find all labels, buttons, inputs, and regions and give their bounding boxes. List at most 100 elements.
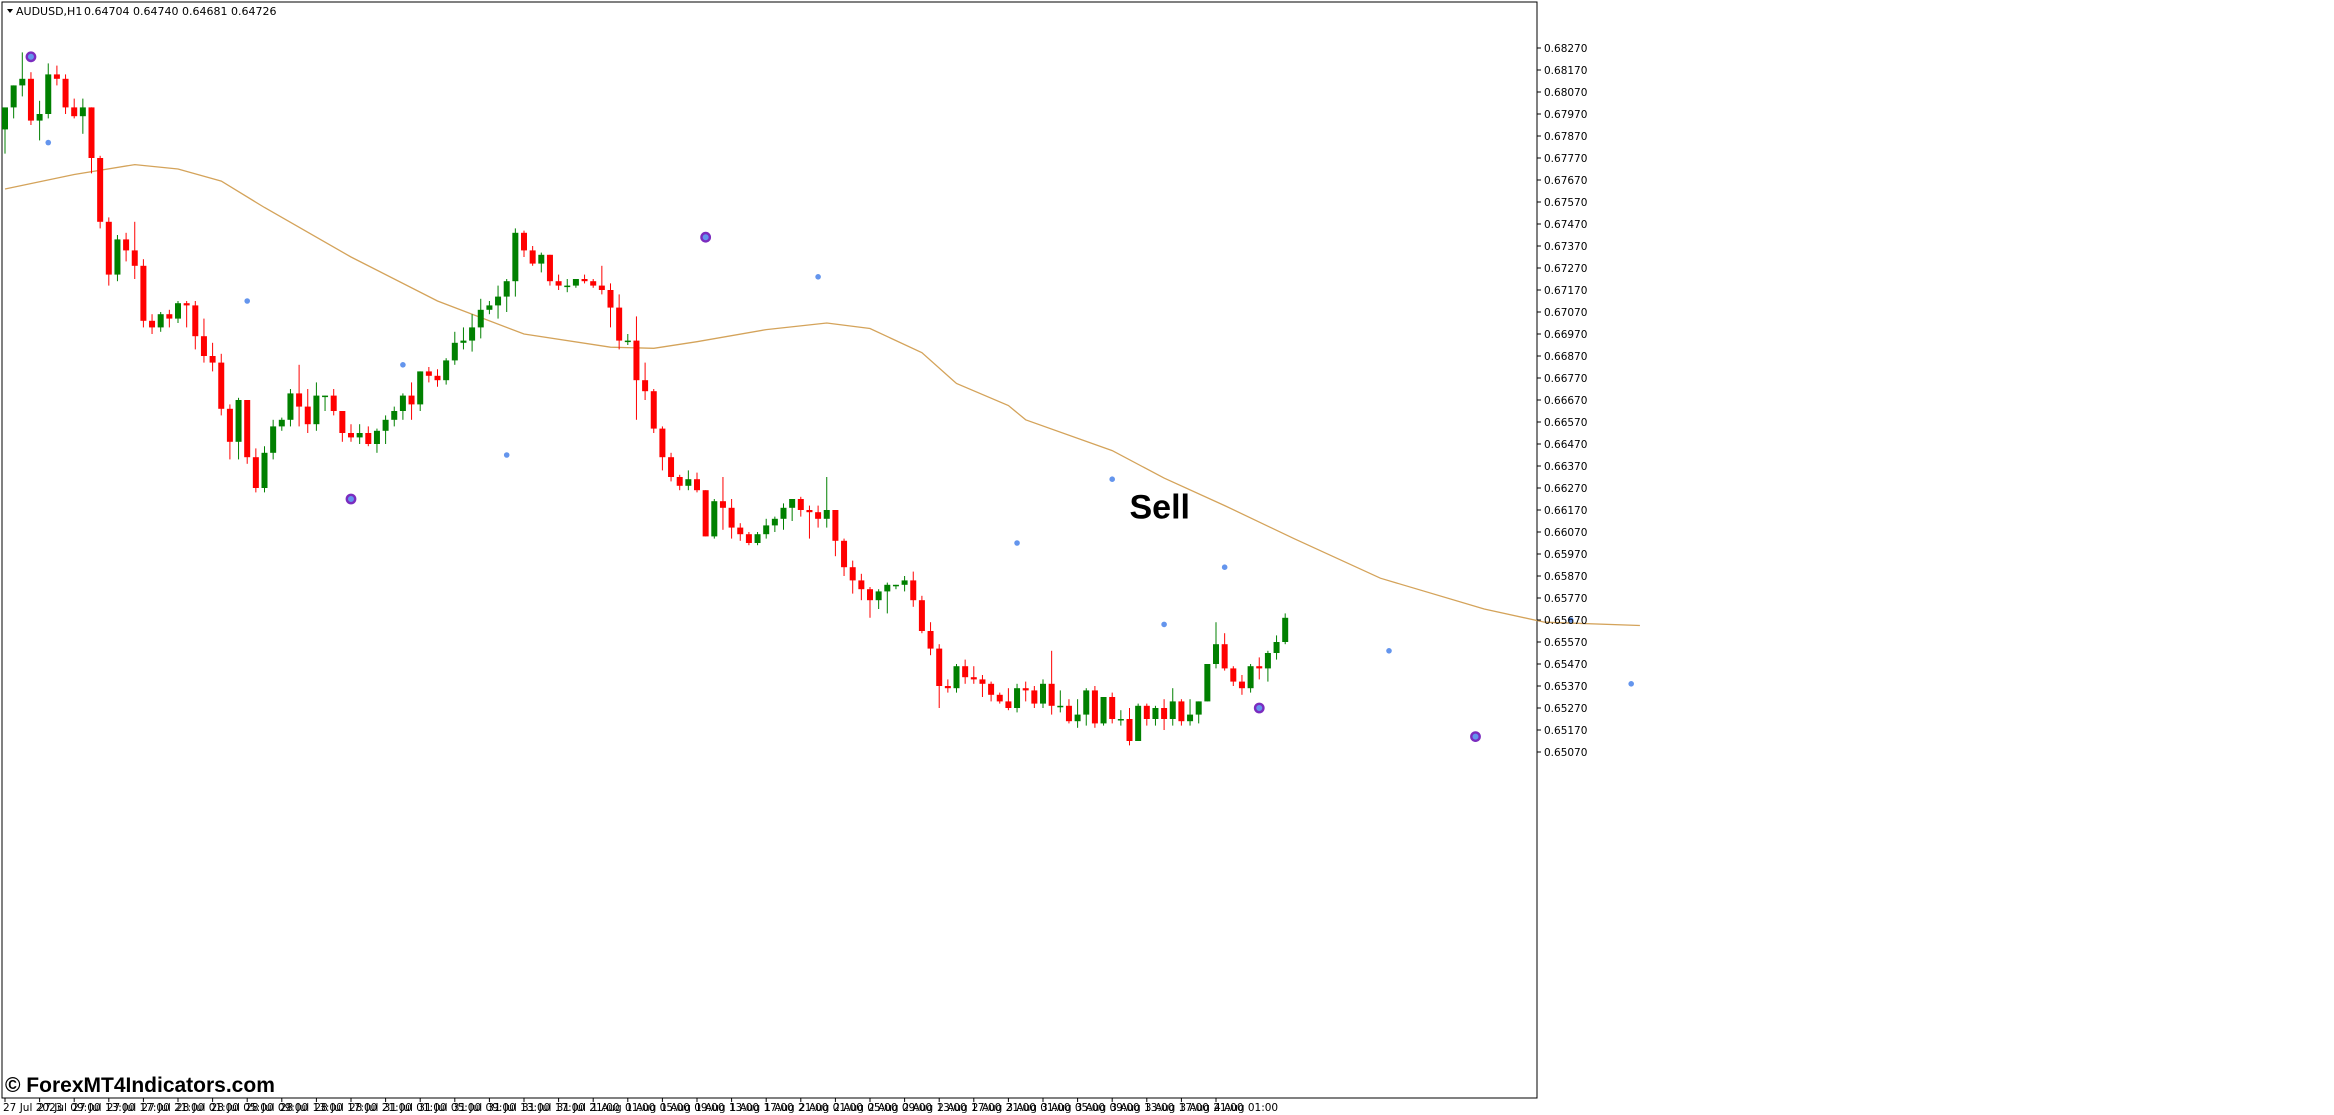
candle-body <box>175 303 181 319</box>
candle-body <box>668 457 675 477</box>
bull-candle <box>451 331 458 365</box>
bull-candle <box>235 397 242 460</box>
bear-candle <box>339 411 346 442</box>
candle-body <box>373 430 380 444</box>
bull-candle <box>892 584 899 590</box>
price-tick-label: 0.67270 <box>1544 263 1587 275</box>
bull-candle <box>313 382 320 431</box>
bull-candle <box>789 499 796 521</box>
bear-candle <box>1230 666 1237 686</box>
bear-candle <box>1221 633 1228 671</box>
time-tick-label: 2 Aug 01:00 <box>799 1102 863 1114</box>
candle-body <box>1109 697 1116 719</box>
candle-body <box>633 340 640 381</box>
price-tick-label: 0.65470 <box>1544 659 1587 671</box>
price-tick-label: 0.65570 <box>1544 637 1587 649</box>
price-tick-label: 0.66370 <box>1544 461 1587 473</box>
candle-body <box>149 320 156 328</box>
time-tick-label: 28 Jul 05:00 <box>211 1102 274 1114</box>
bear-candle <box>97 155 104 229</box>
bull-candle <box>373 428 380 453</box>
candle-body <box>200 336 207 356</box>
key-swing-dot <box>700 231 712 243</box>
swing-low-marker <box>45 139 52 146</box>
bear-candle <box>521 230 527 257</box>
candle-body <box>382 419 389 431</box>
candle-body <box>296 393 303 407</box>
candle-body <box>79 107 86 117</box>
bear-candle <box>1005 688 1012 711</box>
bull-candle <box>1074 699 1081 728</box>
price-tick-label: 0.65070 <box>1544 747 1587 759</box>
bull-candle <box>1135 703 1142 741</box>
candle-body <box>841 540 848 568</box>
candle-body <box>996 694 1003 702</box>
candle-body <box>503 281 510 297</box>
bull-candle <box>884 582 891 614</box>
time-tick-label: 3 Aug 21:00 <box>1179 1102 1243 1114</box>
candle-body <box>1187 714 1194 722</box>
price-tick-label: 0.68070 <box>1544 87 1587 99</box>
bear-candle <box>581 274 588 284</box>
candle-body <box>962 666 969 678</box>
candles-layer <box>2 52 1289 746</box>
candle-body <box>226 408 233 442</box>
time-tick-label: 2 Aug 21:00 <box>972 1102 1036 1114</box>
time-tick-label: 2 Aug 17:00 <box>937 1102 1001 1114</box>
bull-candle <box>572 279 579 288</box>
time-tick-label: 2 Aug 13:00 <box>903 1102 967 1114</box>
candle-body <box>62 78 69 108</box>
candle-body <box>1065 705 1072 722</box>
bull-candle <box>875 589 882 609</box>
bear-candle <box>1178 699 1185 726</box>
candle-body <box>36 114 43 121</box>
price-tick-label: 0.66070 <box>1544 527 1587 539</box>
candle-body <box>1048 683 1055 706</box>
candle-body <box>53 74 60 79</box>
bear-candle <box>192 301 199 350</box>
swing-dot <box>1014 540 1020 546</box>
candle-body <box>936 648 943 686</box>
bull-candle <box>685 470 692 491</box>
bull-candle <box>1040 679 1046 708</box>
bull-candle <box>1169 688 1176 726</box>
bull-candle <box>1083 688 1090 726</box>
chart-menu-arrow-icon[interactable] <box>7 9 13 13</box>
candle-body <box>252 457 259 488</box>
bear-candle <box>1161 699 1168 730</box>
bull-candle <box>763 518 770 539</box>
candle-body <box>1195 701 1202 715</box>
candle-body <box>27 78 34 121</box>
price-tick-label: 0.67570 <box>1544 197 1587 209</box>
time-tick-label: 1 Aug 21:00 <box>764 1102 828 1114</box>
bull-candle <box>460 327 467 350</box>
candle-body <box>685 479 692 486</box>
candle-body <box>209 356 216 363</box>
price-tick-label: 0.65370 <box>1544 681 1587 693</box>
bear-candle <box>330 389 337 416</box>
bull-candle <box>495 285 502 319</box>
bear-candle <box>832 510 839 557</box>
time-tick-label: 27 Jul 13:00 <box>72 1102 135 1114</box>
bull-candle <box>823 477 830 528</box>
bear-candle <box>702 490 709 537</box>
price-tick-label: 0.65170 <box>1544 725 1587 737</box>
candle-body <box>1256 666 1263 669</box>
bull-candle <box>469 314 476 352</box>
candle-body <box>391 411 398 420</box>
time-tick-label: 28 Jul 17:00 <box>314 1102 377 1114</box>
candle-body <box>1152 708 1159 719</box>
time-tick-label: 1 Aug 01:00 <box>591 1102 655 1114</box>
swing-dot <box>815 274 821 280</box>
candle-body <box>270 426 277 453</box>
bull-candle <box>287 389 294 427</box>
swing-dot <box>244 298 250 304</box>
candle-body <box>1282 617 1289 642</box>
bull-candle <box>399 393 406 420</box>
candle-body <box>1247 666 1254 689</box>
candle-body <box>88 107 95 158</box>
candle-body <box>1014 688 1021 708</box>
bull-candle <box>780 503 787 530</box>
